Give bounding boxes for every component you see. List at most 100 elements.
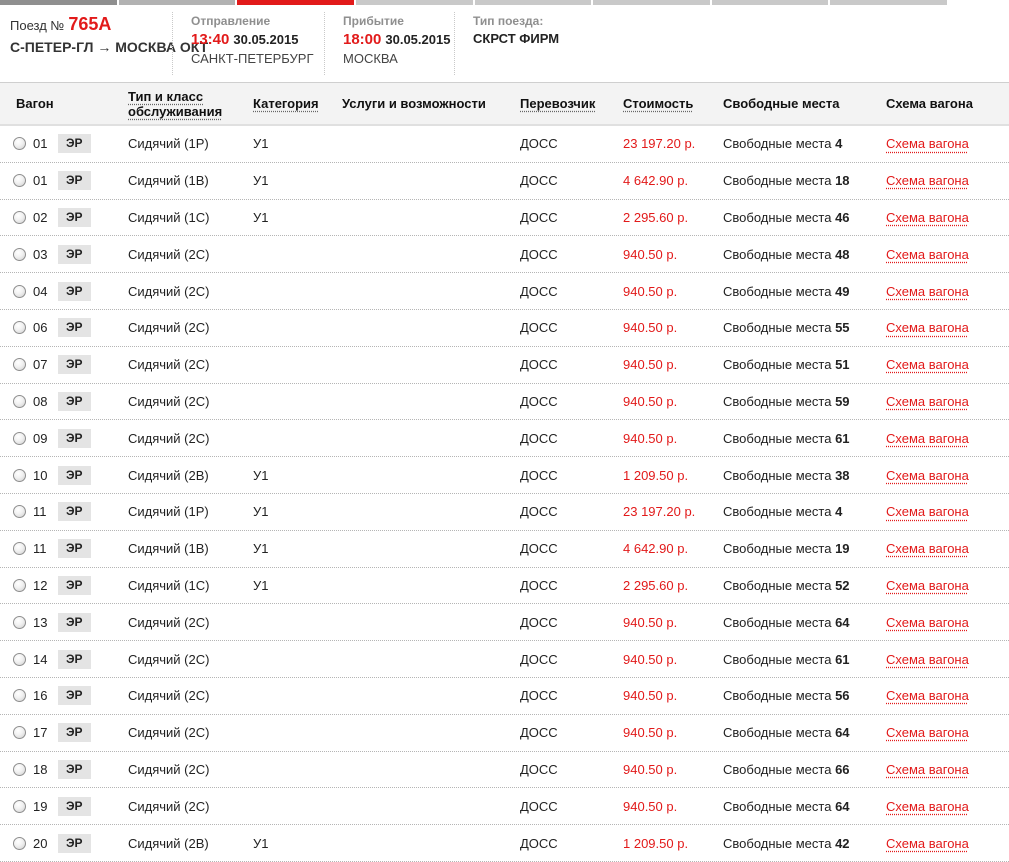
wagon-row: 11 ЭР Сидячий (1Р) У1 ДОСС 23 197.20 р. …	[0, 494, 1009, 531]
carrier: ДОСС	[520, 320, 558, 336]
wagon-class-badge[interactable]: ЭР	[58, 244, 91, 264]
scheme-link[interactable]: Схема вагона	[886, 651, 969, 667]
carrier: ДОСС	[520, 725, 558, 741]
arrival-time: 18:00	[343, 31, 382, 48]
scheme-link[interactable]: Схема вагона	[886, 430, 969, 446]
carrier: ДОСС	[520, 761, 558, 777]
wagon-row: 08 ЭР Сидячий (2С) ДОСС 940.50 р. Свобод…	[0, 384, 1009, 421]
scheme-link[interactable]: Схема вагона	[886, 577, 969, 593]
service-type: Сидячий (2В)	[128, 467, 209, 483]
wagon-class-badge[interactable]: ЭР	[58, 686, 91, 706]
wagon-class-badge[interactable]: ЭР	[58, 391, 91, 411]
wagon-class-badge[interactable]: ЭР	[58, 465, 91, 485]
seats-label: Свободные места	[723, 541, 832, 557]
wagon-radio[interactable]	[13, 505, 26, 519]
scheme-link[interactable]: Схема вагона	[886, 136, 969, 152]
column-header-price[interactable]: Стоимость	[623, 96, 694, 111]
scheme-link[interactable]: Схема вагона	[886, 320, 969, 336]
scheme-link[interactable]: Схема вагона	[886, 393, 969, 409]
train-route: С-ПЕТЕР-ГЛ → МОСКВА ОКТ	[10, 39, 209, 55]
wagon-class-badge[interactable]: ЭР	[58, 833, 91, 853]
column-header-wagon: Вагон	[16, 96, 54, 111]
wagon-class-badge[interactable]: ЭР	[58, 134, 91, 154]
wagon-class-badge[interactable]: ЭР	[58, 723, 91, 743]
seats-count: 61	[835, 651, 850, 667]
wagon-radio[interactable]	[13, 689, 26, 703]
scheme-link[interactable]: Схема вагона	[886, 246, 969, 262]
price: 940.50 р.	[623, 283, 678, 299]
wagon-row: 01 ЭР Сидячий (1В) У1 ДОСС 4 642.90 р. С…	[0, 163, 1009, 200]
service-type: Сидячий (2В)	[128, 835, 209, 851]
wagon-radio[interactable]	[13, 284, 26, 298]
wagon-class-badge[interactable]: ЭР	[58, 759, 91, 779]
column-header-type-class[interactable]: Тип и класс обслуживания	[128, 88, 223, 119]
wagon-class-badge[interactable]: ЭР	[58, 281, 91, 301]
scheme-link[interactable]: Схема вагона	[886, 835, 969, 851]
seats-count: 56	[835, 688, 850, 704]
scheme-link[interactable]: Схема вагона	[886, 725, 969, 741]
column-header-category[interactable]: Категория	[253, 96, 319, 111]
column-header-carrier[interactable]: Перевозчик	[520, 96, 596, 111]
wagon-radio[interactable]	[13, 542, 26, 556]
wagon-class-badge[interactable]: ЭР	[58, 355, 91, 375]
wagon-radio[interactable]	[13, 174, 26, 188]
wagon-radio[interactable]	[13, 321, 26, 335]
wagon-class-badge[interactable]: ЭР	[58, 502, 91, 522]
scheme-link[interactable]: Схема вагона	[886, 761, 969, 777]
seats-count: 55	[835, 320, 850, 336]
wagon-class-badge[interactable]: ЭР	[58, 318, 91, 338]
seats-label: Свободные места	[723, 430, 832, 446]
seats-count: 48	[835, 246, 850, 262]
wagon-radio[interactable]	[13, 836, 26, 850]
wagon-class-badge[interactable]: ЭР	[58, 575, 91, 595]
scheme-link[interactable]: Схема вагона	[886, 798, 969, 814]
wagon-class-badge[interactable]: ЭР	[58, 539, 91, 559]
wagon-row: 17 ЭР Сидячий (2С) ДОСС 940.50 р. Свобод…	[0, 715, 1009, 752]
wagon-radio[interactable]	[13, 431, 26, 445]
wagon-radio[interactable]	[13, 652, 26, 666]
wagon-class-badge[interactable]: ЭР	[58, 428, 91, 448]
wagon-class-badge[interactable]: ЭР	[58, 796, 91, 816]
wagon-row: 14 ЭР Сидячий (2С) ДОСС 940.50 р. Свобод…	[0, 641, 1009, 678]
category: У1	[253, 136, 269, 152]
wagon-radio[interactable]	[13, 358, 26, 372]
wagon-radio[interactable]	[13, 137, 26, 151]
wagon-radio[interactable]	[13, 210, 26, 224]
wagon-number: 11	[33, 504, 47, 520]
train-type-value: СКРСТ ФИРМ	[473, 31, 560, 46]
carrier: ДОСС	[520, 798, 558, 814]
scheme-link[interactable]: Схема вагона	[886, 209, 969, 225]
scheme-link[interactable]: Схема вагона	[886, 504, 969, 520]
scheme-link[interactable]: Схема вагона	[886, 357, 969, 373]
wagon-radio[interactable]	[13, 615, 26, 629]
wagon-radio[interactable]	[13, 799, 26, 813]
scheme-link[interactable]: Схема вагона	[886, 688, 969, 704]
seats-count: 4	[835, 504, 843, 520]
scheme-link[interactable]: Схема вагона	[886, 283, 969, 299]
price: 940.50 р.	[623, 320, 678, 336]
wagon-class-badge[interactable]: ЭР	[58, 649, 91, 669]
scheme-link[interactable]: Схема вагона	[886, 173, 969, 189]
wagon-number: 08	[33, 393, 48, 409]
departure-time: 13:40	[191, 31, 230, 48]
wagon-row: 16 ЭР Сидячий (2С) ДОСС 940.50 р. Свобод…	[0, 678, 1009, 715]
wagon-radio[interactable]	[13, 247, 26, 261]
wagon-radio[interactable]	[13, 468, 26, 482]
category: У1	[253, 209, 269, 225]
service-type: Сидячий (2С)	[128, 320, 210, 336]
scheme-link[interactable]: Схема вагона	[886, 541, 969, 557]
wagon-radio[interactable]	[13, 394, 26, 408]
wizard-progress	[0, 0, 947, 5]
wagon-number: 04	[33, 283, 48, 299]
seats-count: 4	[835, 136, 843, 152]
wagon-radio[interactable]	[13, 726, 26, 740]
wagon-radio[interactable]	[13, 762, 26, 776]
wagon-class-badge[interactable]: ЭР	[58, 612, 91, 632]
scheme-link[interactable]: Схема вагона	[886, 467, 969, 483]
wagon-radio[interactable]	[13, 578, 26, 592]
seats-count: 64	[835, 725, 850, 741]
wagon-number: 06	[33, 320, 48, 336]
wagon-class-badge[interactable]: ЭР	[58, 171, 91, 191]
scheme-link[interactable]: Схема вагона	[886, 614, 969, 630]
wagon-class-badge[interactable]: ЭР	[58, 207, 91, 227]
